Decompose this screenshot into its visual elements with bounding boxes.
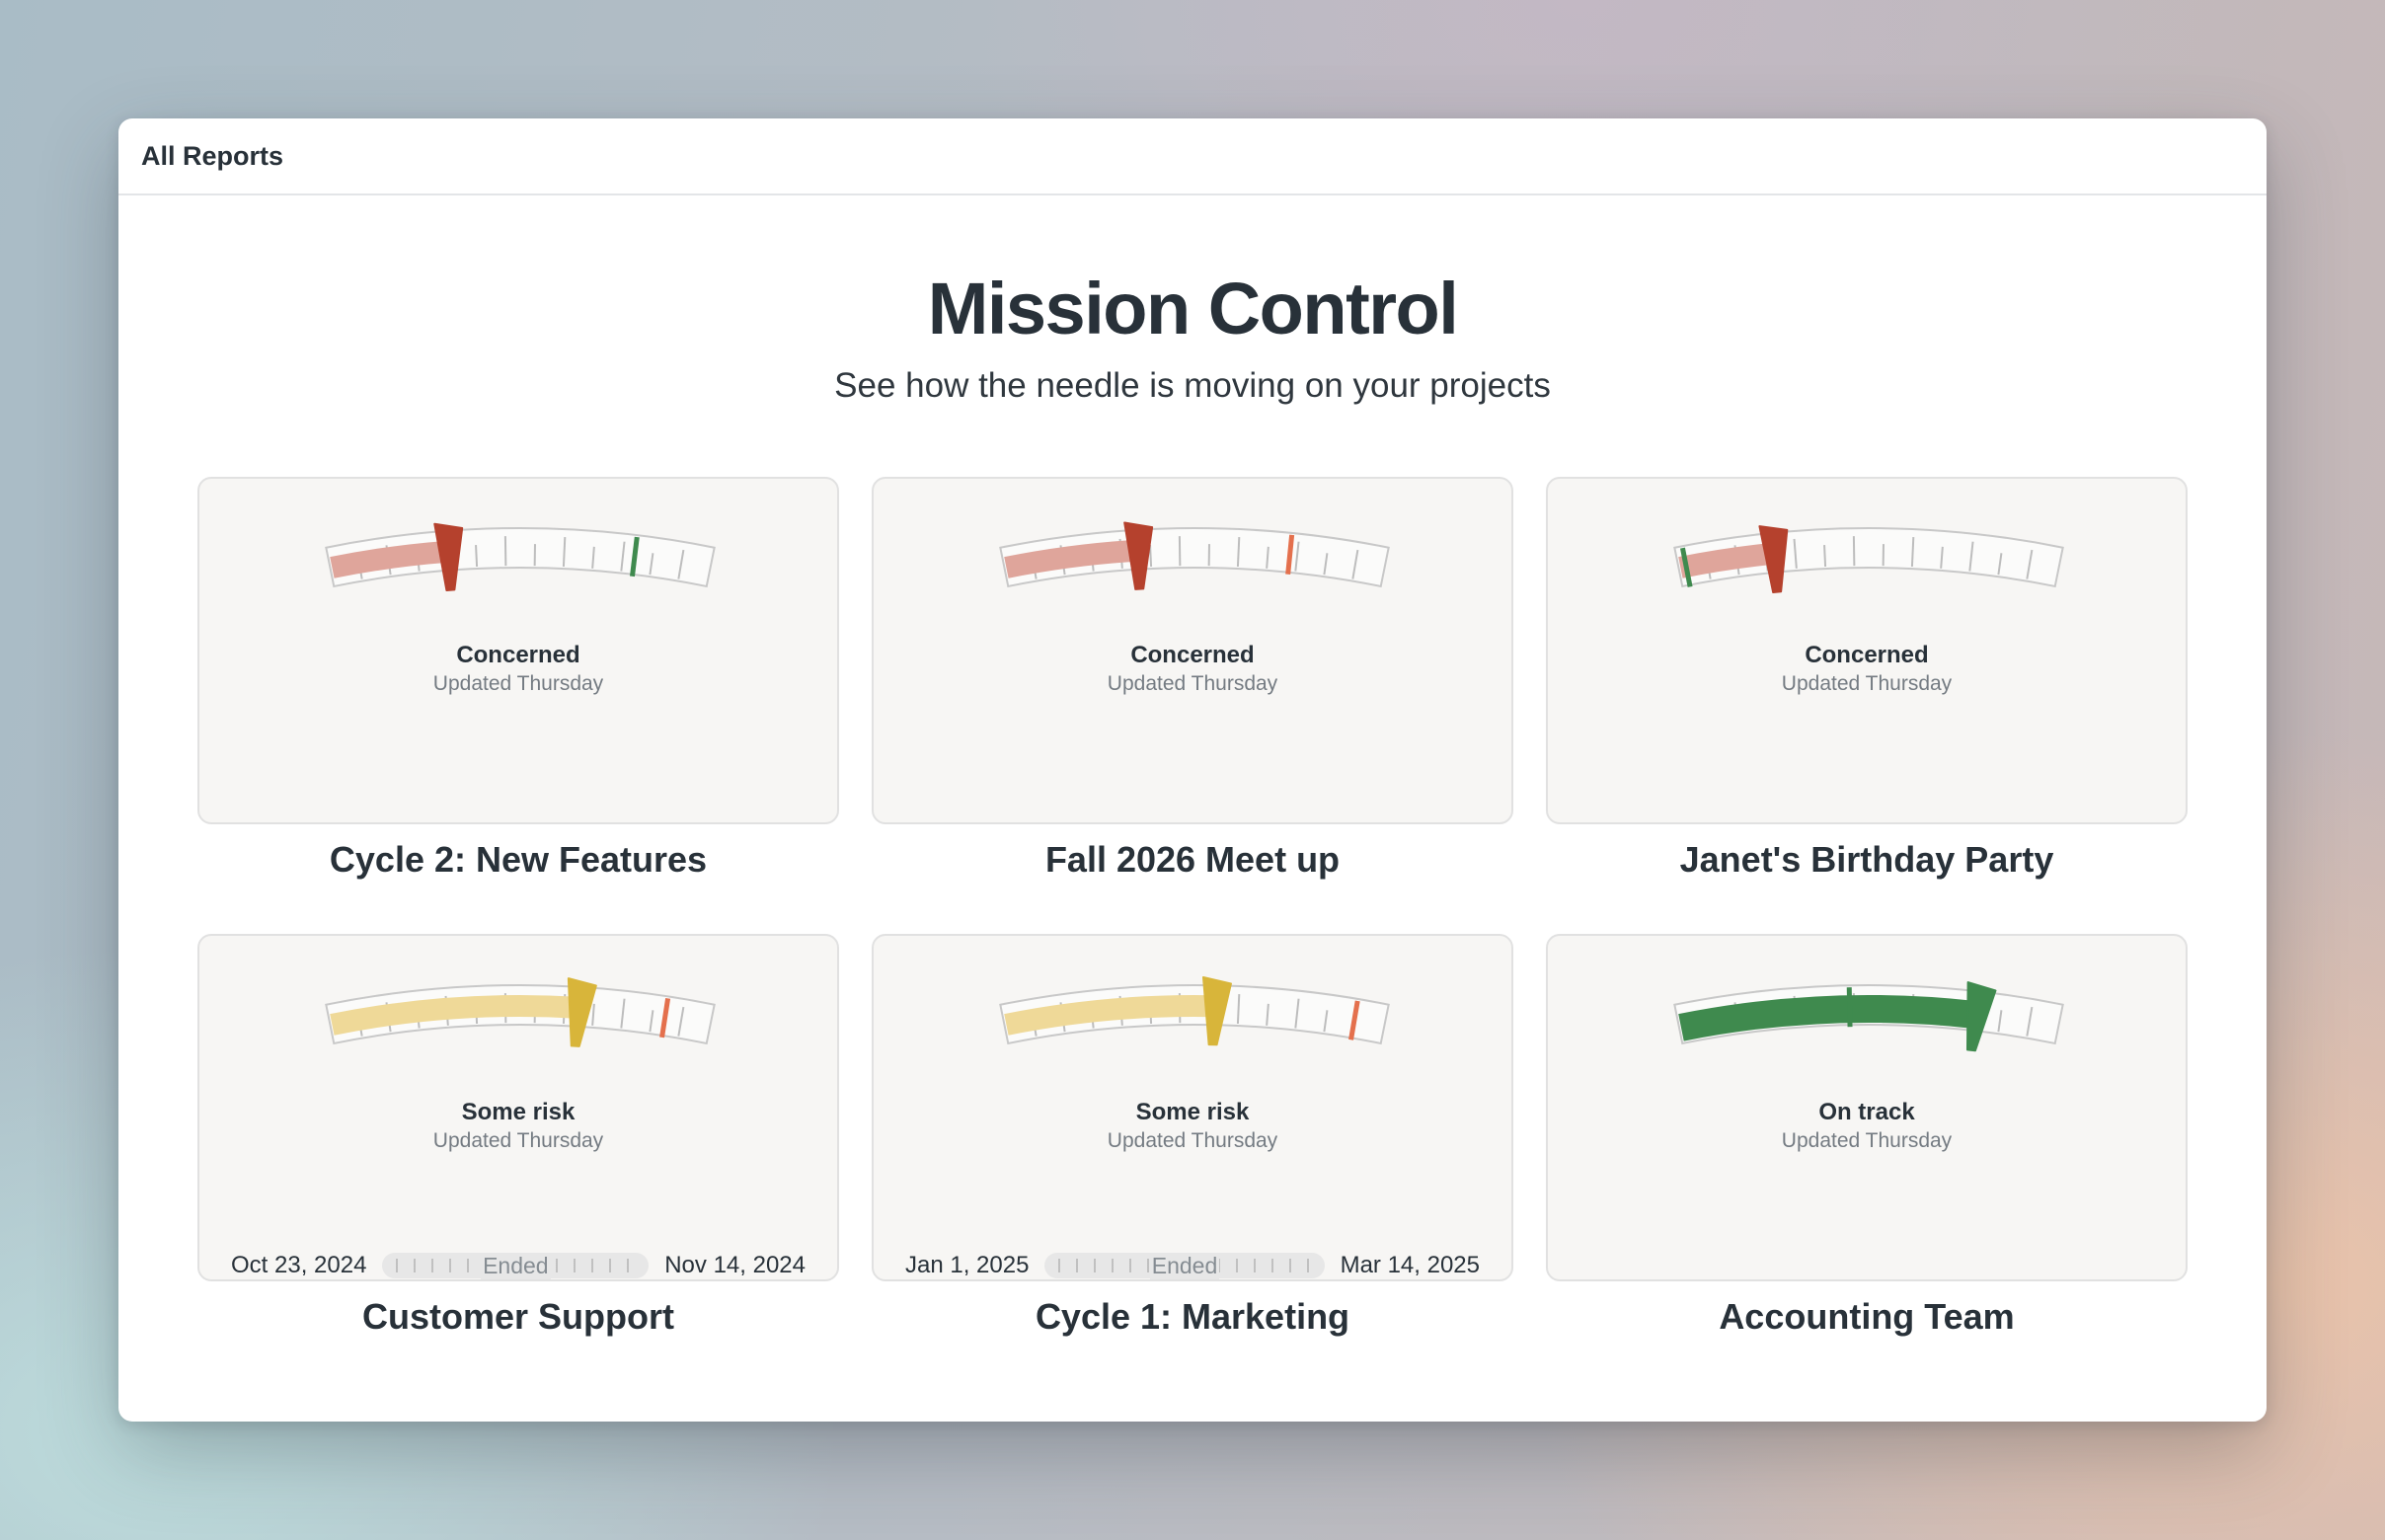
gauge-tick bbox=[2026, 549, 2034, 579]
project-accounting[interactable]: On track Updated Thursday Accounting Tea… bbox=[1546, 934, 2188, 1338]
project-customer-support[interactable]: Some risk Updated Thursday Oct 23, 2024 … bbox=[197, 934, 839, 1338]
gauge-tick bbox=[1236, 536, 1241, 568]
project-name[interactable]: Fall 2026 Meet up bbox=[1044, 839, 1341, 880]
gauge-tick bbox=[1910, 536, 1915, 568]
gauge-tick bbox=[2026, 1006, 2034, 1037]
gauge-needle bbox=[1965, 981, 1997, 1052]
gauge-needle bbox=[1123, 521, 1154, 590]
gauge-meter bbox=[325, 522, 716, 591]
status-label: Concerned bbox=[1805, 642, 1929, 668]
gauge-tick bbox=[1968, 541, 1974, 572]
project-card[interactable]: Concerned Updated Thursday bbox=[872, 477, 1513, 824]
gauge-tick bbox=[1997, 553, 2003, 576]
status-label: Some risk bbox=[1135, 1099, 1250, 1125]
gauge-progress-fill bbox=[1004, 995, 1214, 1036]
project-cycle-1[interactable]: Some risk Updated Thursday Jan 1, 2025 E… bbox=[872, 934, 1513, 1338]
gauge-progress-fill bbox=[330, 540, 449, 578]
project-name[interactable]: Cycle 1: Marketing bbox=[1035, 1296, 1350, 1337]
project-card[interactable]: Some risk Updated Thursday Jan 1, 2025 E… bbox=[872, 934, 1513, 1281]
gauge-meter bbox=[999, 521, 1390, 590]
gauge-tick bbox=[562, 536, 567, 568]
updated-label: Updated Thursday bbox=[1107, 672, 1278, 695]
updated-label: Updated Thursday bbox=[432, 1129, 604, 1152]
gauge-progress-fill bbox=[1678, 542, 1775, 578]
project-name[interactable]: Janet's Birthday Party bbox=[1679, 839, 2054, 880]
project-card[interactable]: On track Updated Thursday bbox=[1546, 934, 2188, 1281]
gauge-target-marker bbox=[659, 998, 671, 1039]
gauge-tick bbox=[1294, 998, 1300, 1029]
page-subtitle: See how the needle is moving on your pro… bbox=[834, 366, 1551, 405]
gauge-tick bbox=[1351, 549, 1359, 579]
gauge-meter bbox=[1673, 981, 2064, 1052]
gauge-tick bbox=[649, 553, 654, 576]
gauge-tick bbox=[1997, 1010, 2003, 1033]
timeline-end-date: Mar 14, 2025 bbox=[1340, 1252, 1480, 1278]
timeline: Oct 23, 2024 Ended Nov 14, 2024 bbox=[199, 1250, 837, 1281]
gauge-meter bbox=[1673, 525, 2064, 594]
gauge-needle bbox=[567, 977, 597, 1047]
gauge-needle bbox=[1201, 975, 1232, 1046]
gauge-meter bbox=[999, 975, 1390, 1046]
gauge-tick bbox=[1823, 544, 1827, 568]
gauge-tick bbox=[475, 544, 479, 568]
gauge-tick bbox=[591, 1003, 595, 1026]
gauge-tick bbox=[591, 546, 595, 569]
updated-label: Updated Thursday bbox=[1781, 672, 1953, 695]
project-card[interactable]: Some risk Updated Thursday Oct 23, 2024 … bbox=[197, 934, 839, 1281]
project-cycle-2[interactable]: Concerned Updated Thursday Cycle 2: New … bbox=[197, 477, 839, 881]
gauge-meter bbox=[325, 977, 716, 1047]
gauge-tick bbox=[1149, 544, 1153, 568]
timeline-start-date: Oct 23, 2024 bbox=[231, 1252, 367, 1278]
all-reports-link[interactable]: All Reports bbox=[141, 140, 284, 171]
gauge-target-marker bbox=[630, 536, 640, 578]
gauge-needle bbox=[433, 522, 464, 591]
project-name[interactable]: Accounting Team bbox=[1719, 1296, 2015, 1337]
status-label: Concerned bbox=[1130, 642, 1255, 668]
project-card[interactable]: Concerned Updated Thursday bbox=[197, 477, 839, 824]
projects-grid: Concerned Updated Thursday Cycle 2: New … bbox=[197, 477, 2188, 1338]
report-window: All Reports Mission Control See how the … bbox=[118, 118, 2267, 1422]
gauge-target-marker bbox=[1285, 534, 1295, 575]
status-label: Some risk bbox=[461, 1099, 576, 1125]
gauge-tick bbox=[1266, 1003, 1269, 1026]
gauge-tick bbox=[1294, 541, 1300, 572]
project-janets-birthday[interactable]: Concerned Updated Thursday Janet's Birth… bbox=[1546, 477, 2188, 881]
gauge-tick bbox=[677, 549, 685, 579]
updated-label: Updated Thursday bbox=[1107, 1129, 1278, 1152]
gauge-tick bbox=[1323, 1010, 1329, 1033]
gauge-tick bbox=[1236, 993, 1241, 1025]
gauge-target-marker bbox=[1348, 1000, 1360, 1040]
timeline-status: Ended bbox=[481, 1252, 551, 1279]
gauge-tick bbox=[1266, 546, 1269, 569]
updated-label: Updated Thursday bbox=[432, 672, 604, 695]
gauge-tick bbox=[1793, 538, 1798, 569]
gauge-tick bbox=[620, 998, 626, 1029]
gauge-target-marker bbox=[1680, 547, 1693, 587]
status-label: On track bbox=[1818, 1099, 1915, 1125]
updated-label: Updated Thursday bbox=[1781, 1129, 1953, 1152]
gauge-tick bbox=[1940, 546, 1944, 569]
gauge-progress-fill bbox=[1678, 995, 1977, 1041]
timeline-status: Ended bbox=[1149, 1252, 1220, 1279]
timeline-track: Ended bbox=[1044, 1252, 1325, 1279]
timeline-end-date: Nov 14, 2024 bbox=[664, 1252, 806, 1278]
top-bar: All Reports bbox=[118, 118, 2267, 195]
gauge-tick bbox=[677, 1006, 685, 1037]
project-name[interactable]: Cycle 2: New Features bbox=[329, 839, 708, 880]
page-title: Mission Control bbox=[927, 268, 1459, 349]
timeline-track: Ended bbox=[382, 1252, 650, 1279]
gauge-tick bbox=[649, 1010, 654, 1033]
gauge-tick bbox=[620, 541, 626, 572]
timeline: Jan 1, 2025 Ended Mar 14, 2025 bbox=[874, 1250, 1511, 1281]
project-card[interactable]: Concerned Updated Thursday bbox=[1546, 477, 2188, 824]
status-label: Concerned bbox=[456, 642, 580, 668]
gauge-progress-fill bbox=[1004, 539, 1138, 578]
gauge-target-marker bbox=[1846, 987, 1853, 1028]
gauge-tick bbox=[1323, 553, 1329, 576]
timeline-start-date: Jan 1, 2025 bbox=[905, 1252, 1030, 1278]
project-fall-2026[interactable]: Concerned Updated Thursday Fall 2026 Mee… bbox=[872, 477, 1513, 881]
gauge-progress-fill bbox=[330, 995, 578, 1036]
gauge-needle bbox=[1758, 525, 1789, 594]
project-name[interactable]: Customer Support bbox=[361, 1296, 674, 1337]
